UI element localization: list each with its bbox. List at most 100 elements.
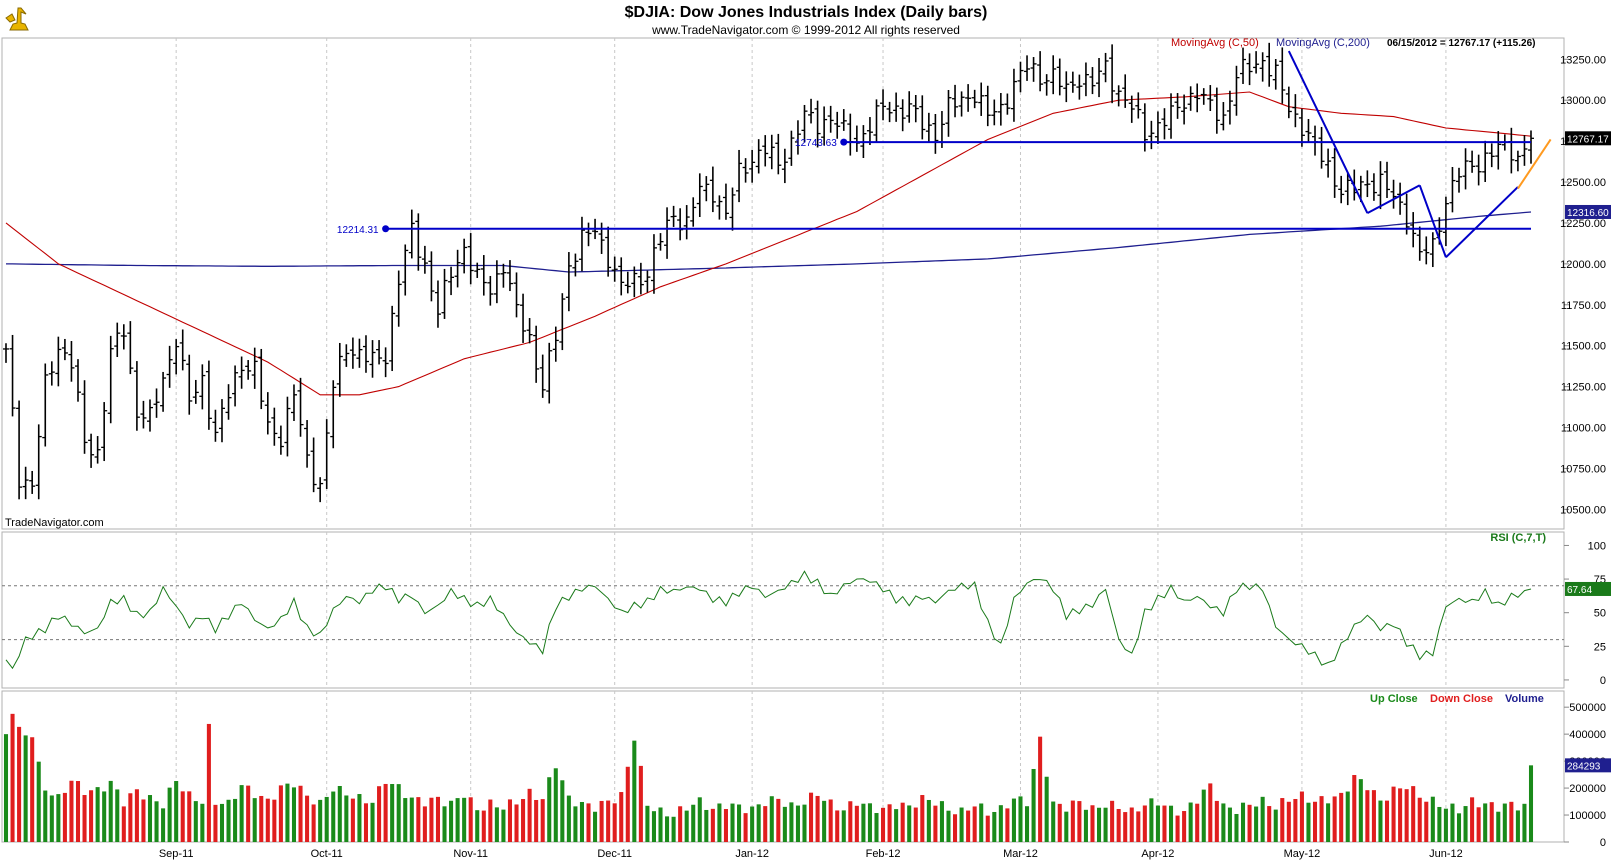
volume-bar [161,808,166,842]
legend-up-close: Up Close [1370,693,1418,705]
volume-bar [69,780,74,842]
trend-line [1287,50,1369,214]
volume-bar [789,802,794,842]
volume-bar [180,791,185,842]
ma50-line [5,91,1532,396]
price-bar [552,326,559,362]
rsi-y-tick-label: 0 [1600,675,1606,687]
volume-bar [573,806,578,842]
volume-bar [763,806,768,842]
price-bar [1082,62,1089,97]
price-bar [578,216,585,272]
volume-bar [1051,801,1056,842]
price-bar [1514,150,1521,172]
price-bar [1109,44,1116,104]
volume-bar [494,807,499,842]
price-bar [382,347,389,378]
volume-bar [1025,806,1030,842]
price-bar [1246,53,1253,86]
price-bar [506,260,513,292]
price-bar [546,342,553,404]
price-bar [277,425,284,455]
price-bar [637,262,644,295]
volume-bar [1149,798,1154,842]
volume-bar [1188,802,1193,842]
volume-bar [743,813,748,842]
price-bar [356,338,363,368]
price-y-tick-label: 11750.00 [1561,300,1606,312]
price-bar [1495,131,1502,170]
price-bar [1128,95,1135,123]
price-bar [886,101,893,123]
price-bar [146,399,153,432]
level-label: 12214.31 [337,225,379,236]
volume-bar [383,783,388,842]
trend-line [1366,184,1421,215]
price-bar [336,342,343,397]
price-bar [474,262,481,278]
volume-bar [822,800,827,842]
price-bar [965,84,972,112]
price-bar [1344,172,1351,206]
volume-bar [390,784,395,842]
volume-bar [658,807,663,842]
volume-bar [612,803,617,842]
price-bar [428,251,435,302]
price-bar [1397,182,1404,215]
volume-bar [651,811,656,842]
x-tick-label: Feb-12 [866,848,901,860]
trend-line [1418,184,1447,258]
volume-bar [1057,803,1062,842]
price-bar [120,324,127,350]
price-bar [1456,167,1463,193]
volume-bar [481,810,486,842]
price-bar [461,238,468,274]
price-bar [225,384,232,420]
price-bar [166,345,173,388]
volume-bar [1378,800,1383,842]
volume-bar [1280,798,1285,842]
volume-bar [1365,790,1370,842]
price-bar [1200,88,1207,105]
price-bar [1384,161,1391,198]
volume-bar [625,766,630,842]
price-bar [1043,74,1050,96]
price-bar [1240,47,1247,84]
price-bar [1037,51,1044,92]
price-bar [1030,57,1037,82]
volume-bar [82,795,87,842]
volume-bar [115,789,120,842]
last-info: 06/15/2012 = 12767.17 (+115.26) [1387,38,1535,49]
price-bar [290,384,297,422]
legend-ma50: MovingAvg (C,50) [1171,37,1259,49]
legend-down-close: Down Close [1430,693,1493,705]
price-bar [1181,94,1188,125]
volume-bar [553,768,558,842]
x-tick-label: Dec-11 [597,848,632,860]
price-bar [736,149,743,203]
volume-bar [1116,808,1121,842]
price-bar [827,105,834,133]
volume-bar [1044,776,1049,842]
price-bar [1096,57,1103,98]
x-tick-label: Mar-12 [1003,848,1038,860]
volume-bar [108,780,113,842]
volume-bar [1096,807,1102,842]
legend-volume: Volume [1505,693,1544,705]
volume-bar [1260,796,1265,842]
volume-bar [966,810,971,842]
volume-bar [141,799,146,842]
price-bar [140,400,147,429]
price-bar [801,104,808,143]
price-bar [1213,87,1220,134]
volume-bar [377,786,382,842]
price-y-tick-label: 13000.00 [1560,95,1606,107]
volume-bar [645,805,650,842]
volume-bar [913,807,918,842]
price-bar [729,187,736,231]
price-bar [402,244,409,296]
volume-bar [285,783,290,842]
price-bar [61,338,68,361]
legend-ma200: MovingAvg (C,200) [1276,37,1370,49]
price-bar [611,256,618,282]
